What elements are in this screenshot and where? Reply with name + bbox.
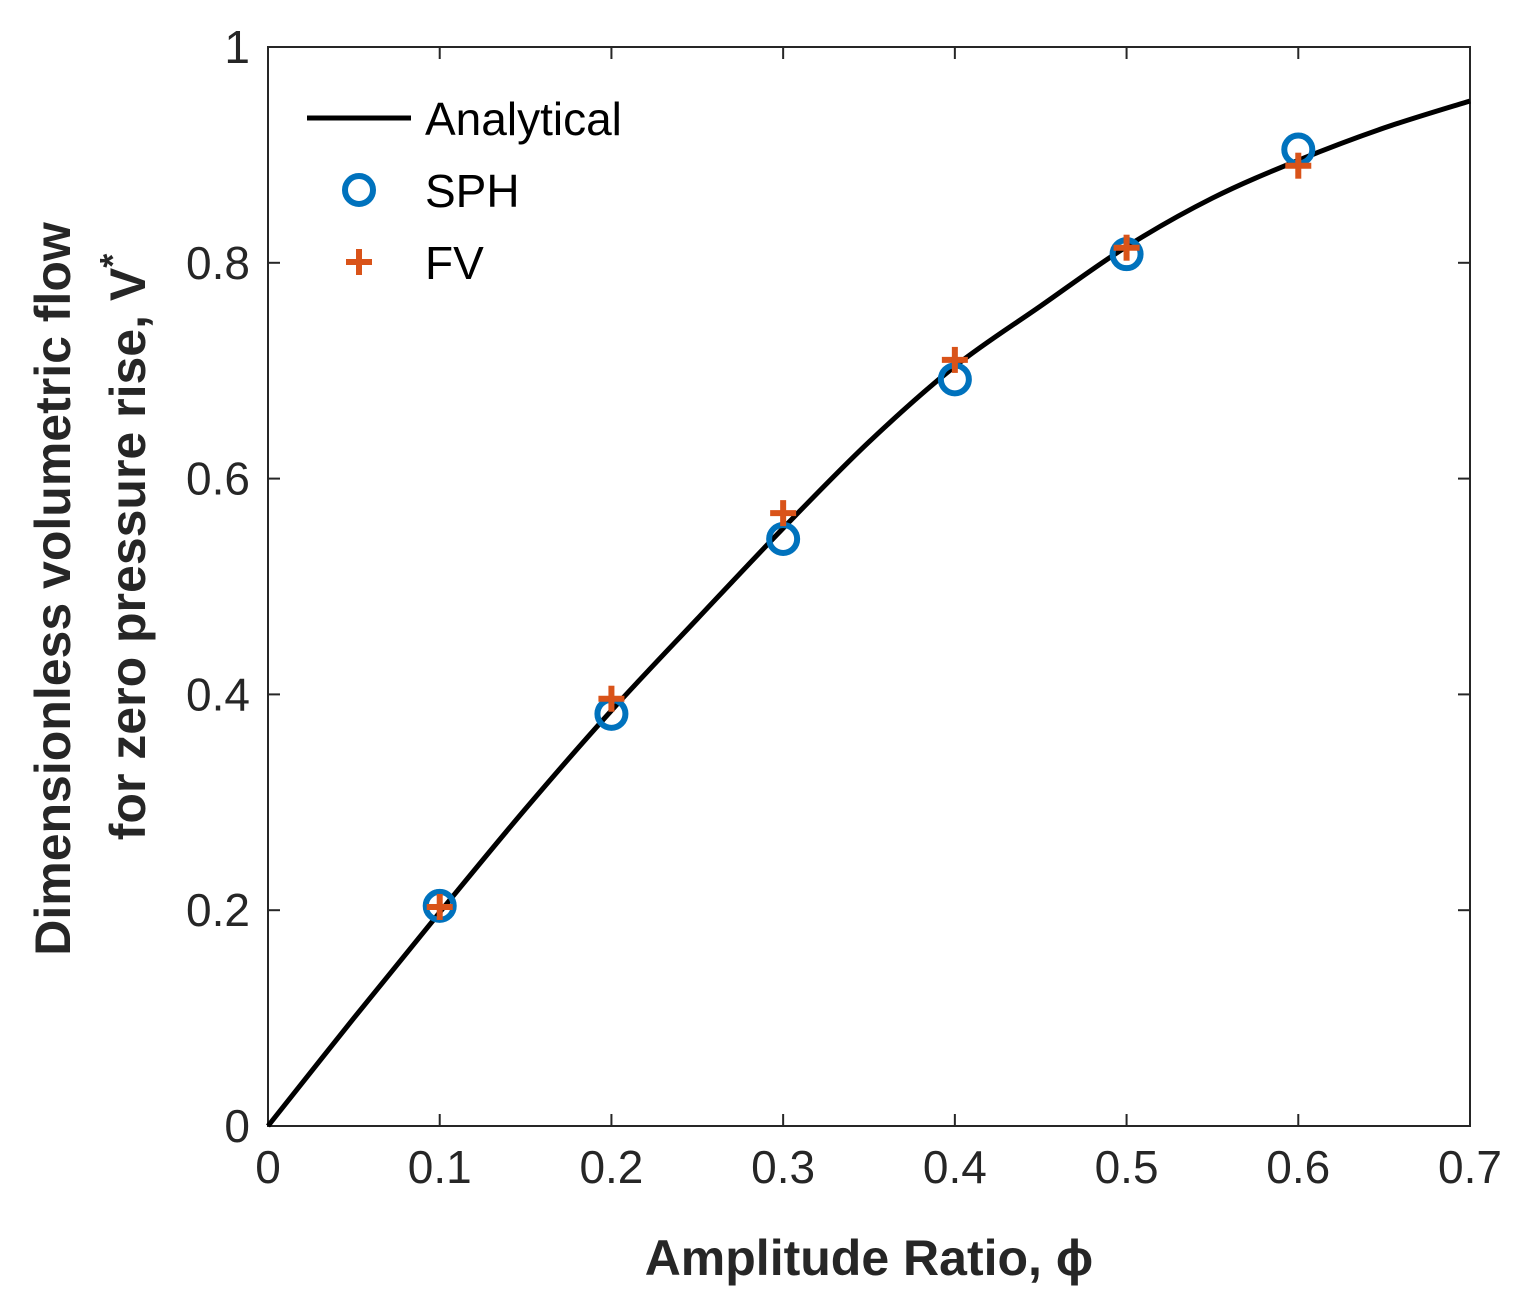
x-tick-label: 0.2 — [579, 1141, 643, 1193]
legend-label: FV — [425, 237, 484, 289]
x-tick-label: 0.3 — [751, 1141, 815, 1193]
y-axis-title-line2-text: for zero pressure rise, V — [100, 267, 156, 840]
x-tick-label: 0.6 — [1266, 1141, 1330, 1193]
x-tick-label: 0.4 — [923, 1141, 987, 1193]
x-tick-label: 0.1 — [408, 1141, 472, 1193]
legend-label: SPH — [425, 165, 520, 217]
y-axis-title-line2: for zero pressure rise, V* — [92, 254, 156, 840]
fv-point — [426, 893, 453, 920]
legend-label: Analytical — [425, 93, 622, 145]
legend-circle-marker — [342, 173, 376, 207]
plot-area — [267, 46, 1471, 1127]
y-tick-label: 0.2 — [186, 884, 250, 936]
x-axis-title: Amplitude Ratio, ϕ — [645, 1230, 1094, 1286]
fv-point — [1285, 152, 1312, 179]
axis-ticks: 0 0.1 0.2 0.3 0.4 0.5 0.6 0.7 0 0.2 0.4 0.6 0.8 1 — [186, 21, 1502, 1193]
series-layer — [266, 98, 1471, 1128]
fv-point — [770, 500, 797, 527]
legend-item-analytical: Analytical — [307, 93, 622, 145]
fv-point — [1113, 234, 1140, 261]
y-tick-label: 0.4 — [186, 668, 250, 720]
legend-item-fv: FV — [346, 237, 484, 289]
y-tick-label: 0.6 — [186, 453, 250, 505]
y-axis-title-line1: Dimensionless volumetric flow — [25, 222, 81, 956]
x-tick-label: 0.5 — [1095, 1141, 1159, 1193]
legend-plus-marker — [346, 249, 372, 275]
fv-point — [598, 685, 625, 712]
legend-item-sph: SPH — [342, 165, 520, 217]
plot-frame — [267, 46, 1471, 1127]
x-tick-label: 0 — [255, 1141, 281, 1193]
y-tick-label: 0 — [224, 1100, 250, 1152]
y-tick-label: 0.8 — [186, 237, 250, 289]
series-fv-points — [426, 152, 1312, 920]
x-tick-label: 0.7 — [1438, 1141, 1502, 1193]
legend: Analytical SPH FV — [307, 93, 622, 289]
y-axis-title-superscript: * — [92, 254, 133, 268]
fv-point — [941, 346, 968, 373]
y-tick-label: 1 — [224, 21, 250, 73]
